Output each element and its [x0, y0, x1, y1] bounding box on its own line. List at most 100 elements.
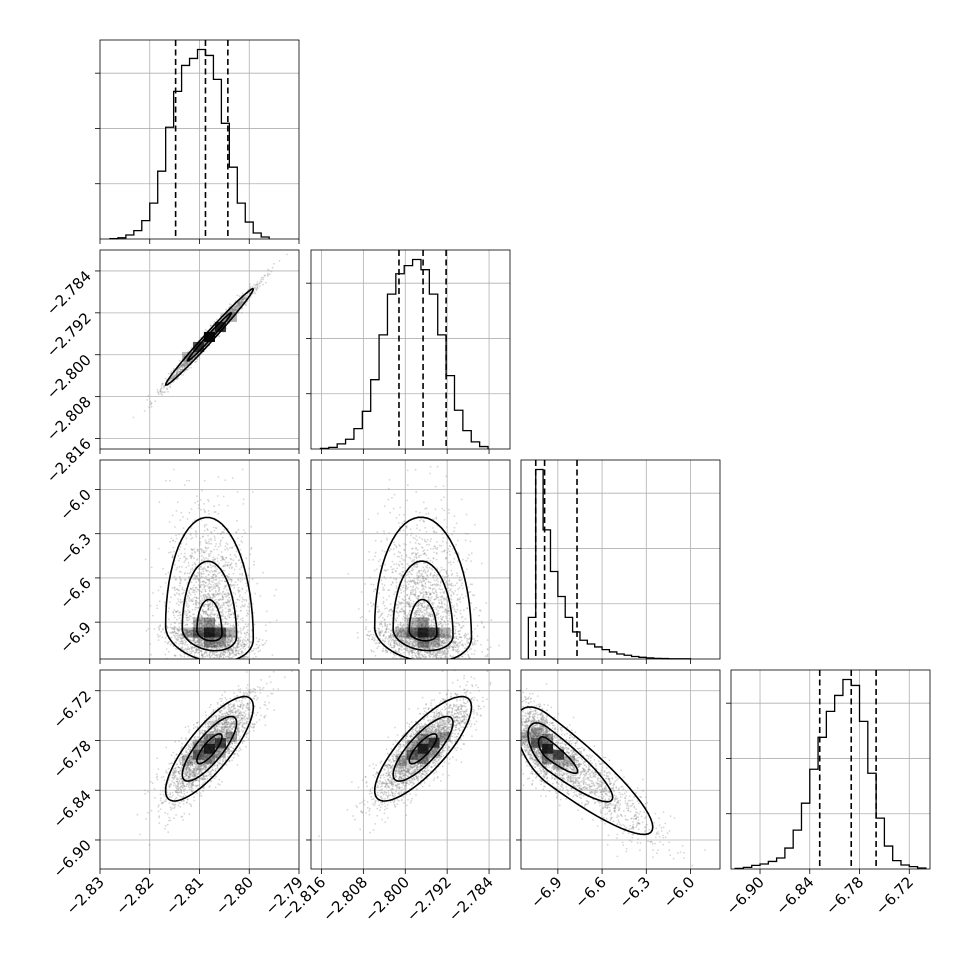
scatter-point: [202, 610, 204, 613]
scatter-point: [201, 639, 204, 642]
scatter-point: [157, 393, 160, 396]
scatter-point: [167, 650, 170, 653]
scatter-point: [196, 643, 199, 646]
scatter-point: [489, 646, 492, 648]
scatter-point: [193, 574, 196, 577]
scatter-point: [205, 569, 208, 572]
scatter-point: [440, 569, 442, 572]
scatter-point: [198, 562, 201, 564]
scatter-point: [193, 624, 196, 626]
scatter-point: [196, 601, 199, 604]
scatter-point: [178, 370, 181, 373]
scatter-point: [245, 582, 248, 585]
scatter-point: [160, 387, 163, 389]
scatter-point: [237, 559, 240, 562]
scatter-point: [231, 310, 234, 313]
scatter-point: [179, 370, 182, 373]
scatter-point: [156, 607, 159, 610]
scatter-point: [179, 647, 182, 650]
scatter-point: [213, 653, 216, 656]
scatter-point: [176, 588, 179, 591]
scatter-point: [228, 649, 230, 652]
scatter-point: [200, 548, 203, 551]
scatter-point: [471, 661, 473, 663]
scatter-point: [265, 624, 267, 626]
scatter-point: [218, 588, 221, 591]
scatter-point: [246, 609, 248, 612]
scatter-point: [244, 297, 247, 300]
scatter-point: [204, 644, 207, 647]
scatter-point: [213, 656, 216, 659]
scatter-point: [252, 649, 255, 652]
scatter-point: [212, 558, 215, 561]
scatter-point: [236, 646, 239, 649]
scatter-point: [222, 621, 224, 623]
scatter-point: [199, 650, 202, 652]
scatter-point: [271, 674, 273, 676]
scatter-point: [256, 286, 259, 289]
scatter-point: [193, 589, 196, 592]
scatter-point: [224, 623, 226, 626]
scatter-point: [172, 546, 175, 549]
scatter-point: [239, 627, 242, 630]
scatter-point: [264, 281, 267, 284]
scatter-point: [416, 572, 419, 574]
scatter-point: [219, 653, 222, 656]
scatter-point: [218, 641, 221, 644]
scatter-point: [203, 641, 206, 644]
scatter-point: [179, 370, 182, 373]
scatter-point: [241, 565, 244, 567]
scatter-point: [263, 274, 266, 277]
scatter-point: [267, 272, 269, 275]
scatter-point: [193, 561, 196, 564]
scatter-point: [211, 642, 214, 645]
scatter-point: [198, 638, 201, 641]
scatter-point: [216, 614, 219, 617]
scatter-point: [447, 623, 450, 626]
scatter-point: [183, 555, 185, 558]
scatter-point: [216, 532, 219, 535]
scatter-point: [237, 624, 240, 627]
scatter-point: [186, 631, 189, 634]
scatter-point: [211, 603, 214, 606]
scatter-point: [162, 385, 165, 388]
scatter-point: [201, 656, 204, 659]
scatter-point: [253, 563, 256, 566]
scatter-point: [231, 313, 234, 316]
scatter-point: [198, 590, 201, 592]
scatter-point: [230, 562, 233, 565]
scatter-point: [162, 592, 164, 595]
scatter-point: [450, 569, 453, 572]
scatter-point: [193, 584, 196, 587]
scatter-point: [229, 578, 232, 581]
scatter-point: [256, 281, 259, 283]
scatter-point: [218, 624, 221, 627]
scatter-point: [173, 628, 176, 631]
scatter-point: [205, 611, 208, 614]
scatter-point: [229, 624, 232, 627]
scatter-point: [230, 634, 232, 637]
scatter-point: [212, 646, 214, 649]
scatter-point: [184, 578, 187, 581]
scatter-point: [205, 575, 208, 578]
scatter-point: [202, 611, 205, 614]
scatter-point: [203, 585, 206, 587]
scatter-point: [203, 598, 206, 600]
scatter-point: [208, 542, 211, 545]
histogram-panel-1: [95, 39, 300, 244]
scatter-point: [265, 640, 268, 642]
scatter-point: [174, 636, 177, 639]
scatter-point: [237, 302, 240, 304]
scatter-point: [212, 330, 215, 333]
scatter-point: [170, 370, 173, 373]
scatter-point: [235, 610, 238, 613]
scatter-point: [219, 606, 222, 609]
scatter-point: [240, 301, 243, 304]
scatter-point: [208, 578, 211, 581]
scatter-point: [197, 643, 200, 646]
scatter-point: [246, 295, 249, 298]
scatter-point: [238, 302, 241, 305]
scatter-point: [211, 611, 213, 613]
scatter-point: [175, 638, 178, 641]
scatter-point: [203, 503, 206, 505]
